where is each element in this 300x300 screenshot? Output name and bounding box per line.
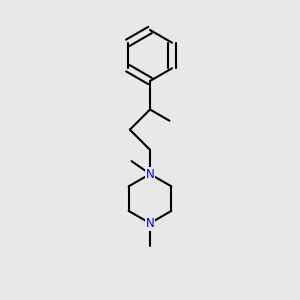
Text: N: N — [146, 217, 154, 230]
Text: N: N — [146, 167, 154, 181]
